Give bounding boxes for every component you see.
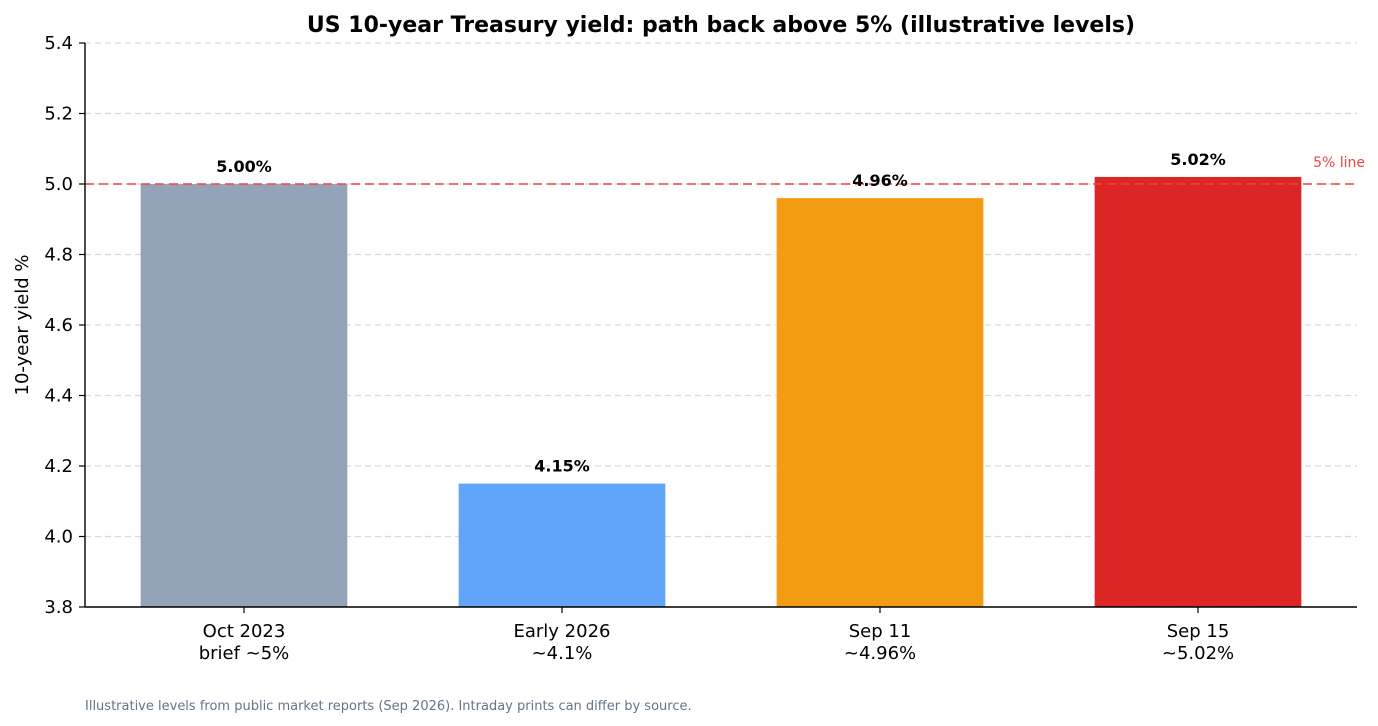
y-axis-label: 10-year yield % [12, 255, 33, 396]
x-tick-label: Sep 11 [849, 621, 912, 642]
bar [140, 184, 348, 607]
bars [140, 176, 1302, 607]
y-tick-label: 5.0 [44, 174, 73, 195]
x-tick-label: Oct 2023 [203, 621, 286, 642]
y-tick-label: 3.8 [44, 597, 73, 618]
bar-value-label: 5.00% [216, 157, 272, 176]
x-tick-label: brief ~5% [199, 643, 290, 664]
y-tick-label: 5.4 [44, 33, 73, 54]
y-tick-label: 4.8 [44, 245, 73, 266]
bar-value-label: 4.15% [534, 457, 590, 476]
bar [776, 198, 984, 607]
x-tick-label: ~4.96% [844, 643, 916, 664]
bar [458, 483, 666, 607]
x-tick-label: Sep 15 [1167, 621, 1230, 642]
y-tick-label: 4.4 [44, 386, 73, 407]
y-tick-label: 4.6 [44, 315, 73, 336]
x-tick-label: ~5.02% [1162, 643, 1234, 664]
y-tick-label: 4.2 [44, 456, 73, 477]
y-tick-label: 4.0 [44, 527, 73, 548]
bar [1094, 176, 1302, 607]
x-tick-label: Early 2026 [514, 621, 611, 642]
y-tick-label: 5.2 [44, 104, 73, 125]
chart-title: US 10-year Treasury yield: path back abo… [307, 13, 1135, 38]
x-tick-label: ~4.1% [532, 643, 593, 664]
bar-value-label: 5.02% [1170, 150, 1226, 169]
axes: 3.8 4.0 4.2 4.4 4.6 4.8 5.0 5.2 5.4 Oct 2023brief… [44, 33, 1357, 664]
reference-line-label: 5% line [1313, 155, 1365, 171]
data-labels: 5.00% 4.15% 4.96% 5.02% [216, 150, 1226, 476]
reference-line-group: 5% line [85, 155, 1365, 185]
bar-value-label: 4.96% [852, 171, 908, 190]
footnote: Illustrative levels from public market r… [85, 699, 692, 714]
